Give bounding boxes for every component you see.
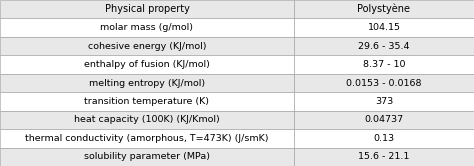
- Bar: [0, 129, 294, 148]
- Bar: [0, 148, 294, 166]
- Text: heat capacity (100K) (KJ/Kmol): heat capacity (100K) (KJ/Kmol): [74, 115, 220, 124]
- Bar: [0, 74, 294, 92]
- Bar: [294, 148, 474, 166]
- Bar: [294, 111, 474, 129]
- Text: 0.04737: 0.04737: [365, 115, 403, 124]
- Bar: [0, 55, 294, 74]
- Text: solubility parameter (MPa): solubility parameter (MPa): [84, 152, 210, 161]
- Text: enthalpy of fusion (KJ/mol): enthalpy of fusion (KJ/mol): [84, 60, 210, 69]
- Text: molar mass (g/mol): molar mass (g/mol): [100, 23, 193, 32]
- Bar: [294, 18, 474, 37]
- Text: 0.0153 - 0.0168: 0.0153 - 0.0168: [346, 79, 422, 87]
- Text: 29.6 - 35.4: 29.6 - 35.4: [358, 42, 410, 51]
- Bar: [294, 55, 474, 74]
- Text: 0.13: 0.13: [374, 134, 394, 143]
- Text: cohesive energy (KJ/mol): cohesive energy (KJ/mol): [88, 42, 206, 51]
- Text: Physical property: Physical property: [104, 4, 190, 14]
- Bar: [294, 129, 474, 148]
- Text: 8.37 - 10: 8.37 - 10: [363, 60, 405, 69]
- Text: 373: 373: [375, 97, 393, 106]
- Text: thermal conductivity (amorphous, T=473K) (J/smK): thermal conductivity (amorphous, T=473K)…: [25, 134, 269, 143]
- Bar: [294, 37, 474, 55]
- Bar: [0, 0, 294, 18]
- Text: melting entropy (KJ/mol): melting entropy (KJ/mol): [89, 79, 205, 87]
- Text: transition temperature (K): transition temperature (K): [84, 97, 210, 106]
- Bar: [294, 92, 474, 111]
- Text: 104.15: 104.15: [367, 23, 401, 32]
- Bar: [0, 92, 294, 111]
- Bar: [294, 0, 474, 18]
- Bar: [294, 74, 474, 92]
- Text: 15.6 - 21.1: 15.6 - 21.1: [358, 152, 410, 161]
- Bar: [0, 37, 294, 55]
- Bar: [0, 18, 294, 37]
- Text: Polystyène: Polystyène: [357, 4, 410, 14]
- Bar: [0, 111, 294, 129]
